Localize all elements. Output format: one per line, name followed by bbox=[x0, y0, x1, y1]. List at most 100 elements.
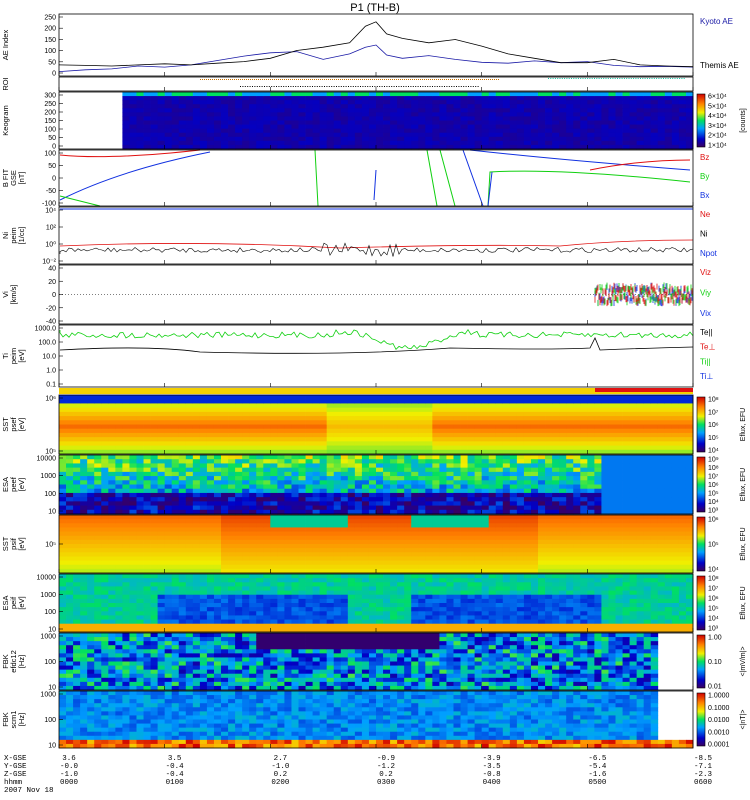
sste-cell bbox=[143, 395, 151, 400]
ssti-cell bbox=[122, 539, 130, 545]
keogram-cell bbox=[425, 112, 433, 117]
keogram-cell bbox=[397, 116, 405, 121]
sste-cell bbox=[340, 441, 349, 446]
esae-cell bbox=[509, 505, 518, 511]
sste-cell bbox=[538, 403, 546, 409]
esae-cell bbox=[495, 509, 504, 515]
keogram-cell bbox=[411, 128, 419, 134]
keogram-cell bbox=[326, 140, 335, 146]
sste-cell bbox=[474, 407, 483, 413]
ti-ytick-label: 10.0 bbox=[42, 354, 56, 361]
sste-cell bbox=[495, 437, 504, 442]
sste-cell bbox=[657, 445, 666, 451]
ssti-cell bbox=[235, 560, 243, 566]
keogram-cell bbox=[671, 124, 680, 130]
sste-cell bbox=[629, 437, 638, 442]
roi-mark bbox=[468, 79, 469, 80]
sste-cell bbox=[199, 428, 208, 434]
sste-cell bbox=[249, 428, 257, 434]
keogram-cell bbox=[460, 132, 468, 138]
keogram-cell bbox=[312, 132, 321, 138]
keogram-cell bbox=[319, 112, 328, 117]
esae-cell bbox=[629, 484, 638, 490]
roi-mark bbox=[410, 79, 411, 80]
esae-cell bbox=[418, 501, 426, 506]
keogram-cell bbox=[622, 132, 630, 138]
ssti-cell bbox=[129, 556, 137, 561]
sste-cell bbox=[361, 411, 370, 417]
esae-cell bbox=[650, 459, 659, 464]
sste-cell bbox=[678, 416, 687, 421]
esae-cell bbox=[178, 501, 187, 506]
ssti-cell bbox=[242, 568, 250, 574]
sste-cell bbox=[115, 449, 123, 455]
keogram-cell bbox=[390, 108, 398, 113]
keogram-cell bbox=[495, 144, 504, 150]
ssti-cell bbox=[94, 515, 102, 520]
esae-cell bbox=[523, 484, 532, 490]
sste-cell bbox=[502, 411, 511, 417]
esae-cell bbox=[361, 459, 370, 464]
esae-cell bbox=[566, 488, 574, 494]
roi-mark bbox=[474, 79, 475, 80]
sste-cell bbox=[171, 395, 180, 400]
esae-cell bbox=[580, 497, 588, 502]
keogram-cell bbox=[136, 132, 144, 138]
esae-cell bbox=[312, 509, 321, 515]
keogram-cell bbox=[213, 140, 222, 146]
keogram-cell bbox=[671, 140, 680, 146]
sste-cell bbox=[559, 407, 567, 413]
esae-cell bbox=[150, 471, 159, 477]
esae-cell bbox=[678, 455, 687, 460]
keogram-cell bbox=[136, 128, 144, 134]
ssti-cell bbox=[270, 523, 278, 528]
sste-cell bbox=[136, 432, 144, 438]
keogram-cell bbox=[284, 100, 292, 105]
sste-cell bbox=[263, 441, 271, 446]
sste-cell bbox=[573, 441, 581, 446]
ssti-cell bbox=[284, 515, 292, 520]
esae-cell bbox=[87, 463, 95, 469]
keogram-cell bbox=[453, 144, 461, 150]
esae-cell bbox=[502, 480, 511, 485]
keogram-cell bbox=[390, 120, 398, 125]
keogram-cell bbox=[643, 124, 652, 130]
esae-cell bbox=[425, 488, 433, 494]
esae-cell bbox=[594, 463, 602, 469]
esae-cell bbox=[488, 467, 497, 473]
keogram-cell bbox=[425, 108, 433, 113]
esae-cell bbox=[509, 471, 518, 477]
sste-cell bbox=[87, 428, 95, 434]
ssti-cell bbox=[284, 519, 292, 524]
keogram-cell bbox=[432, 92, 440, 97]
esae-cell bbox=[171, 492, 180, 498]
esae-cell bbox=[439, 505, 447, 511]
ssti-cell bbox=[101, 556, 109, 561]
esae-cell bbox=[305, 488, 313, 494]
esae-cell bbox=[552, 509, 560, 515]
esae-cell bbox=[270, 488, 278, 494]
ssti-cell bbox=[221, 548, 229, 553]
esae-cell bbox=[73, 492, 81, 498]
sste-cell bbox=[418, 399, 426, 404]
sste-cell bbox=[376, 416, 384, 421]
ssti-cell bbox=[270, 544, 278, 549]
sste-cell bbox=[87, 441, 95, 446]
esae-cell bbox=[460, 497, 468, 502]
keogram-cell bbox=[685, 108, 694, 113]
esae-cell bbox=[143, 488, 151, 494]
sste-cell bbox=[312, 403, 321, 409]
sste-cell bbox=[305, 420, 313, 425]
keogram-cell bbox=[305, 136, 313, 142]
keogram-cell bbox=[383, 100, 391, 105]
sste-cell bbox=[284, 420, 292, 425]
sste-cell bbox=[425, 407, 433, 413]
sste-cell bbox=[270, 432, 278, 438]
esae-cell bbox=[552, 497, 560, 502]
sste-cell bbox=[580, 445, 588, 451]
keogram-cell bbox=[678, 132, 687, 138]
sste-cell bbox=[685, 445, 694, 451]
keogram-cell bbox=[291, 100, 299, 105]
keogram-cell bbox=[559, 128, 567, 134]
esae-cell bbox=[376, 492, 384, 498]
